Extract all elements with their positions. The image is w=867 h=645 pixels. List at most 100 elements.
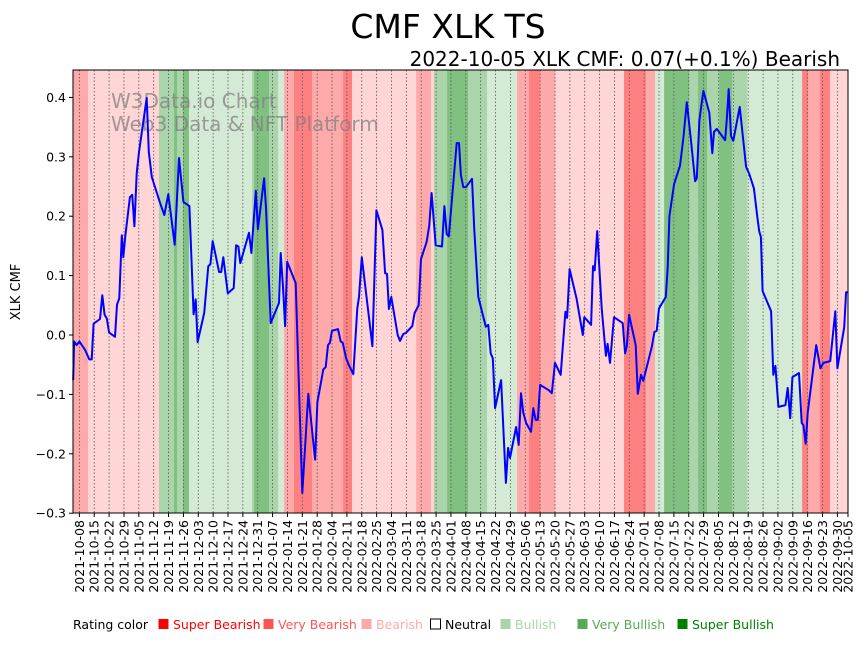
x-tick-label: 2022-04-22	[488, 520, 503, 593]
rating-band	[312, 70, 344, 513]
x-tick-label: 2022-01-14	[280, 520, 295, 593]
rating-band	[416, 70, 432, 513]
x-tick-label: 2021-10-22	[102, 520, 117, 593]
legend-label: Very Bearish	[278, 617, 357, 632]
rating-band	[73, 70, 89, 513]
x-tick-label: 2022-08-05	[711, 520, 726, 593]
x-tick-label: 2022-08-12	[726, 520, 741, 593]
watermark-line-2: Web3 Data & NFT Platform	[111, 112, 379, 136]
legend-label: Bullish	[515, 617, 556, 632]
plot-frame	[72, 69, 849, 514]
x-tick-label: 2022-09-02	[770, 520, 785, 593]
x-tick-label: 2021-11-19	[161, 520, 176, 593]
x-tick-label: 2021-12-10	[206, 520, 221, 593]
rating-band	[177, 70, 184, 513]
x-tick-label: 2022-04-29	[503, 520, 518, 593]
rating-band	[516, 70, 530, 513]
legend-swatch	[361, 619, 372, 629]
x-tick-label: 2022-09-09	[785, 520, 800, 593]
legend-swatch	[500, 619, 511, 629]
legend-label: Super Bullish	[692, 617, 774, 632]
rating-band	[268, 70, 279, 513]
x-tick-label: 2022-05-20	[547, 520, 562, 593]
x-tick-label: 2022-02-04	[325, 520, 340, 593]
x-tick-label: 2022-01-07	[265, 520, 280, 593]
rating-band	[623, 70, 647, 513]
y-tick-label: −0.3	[36, 506, 66, 521]
rating-band	[352, 70, 417, 513]
legend-swatch	[263, 619, 274, 629]
y-axis-label: XLK CMF	[9, 264, 24, 321]
x-tick-label: 2022-03-11	[399, 520, 414, 593]
x-tick-label: 2022-09-16	[800, 520, 815, 593]
x-tick-label: 2022-08-19	[741, 520, 756, 593]
y-tick-label: −0.1	[36, 387, 66, 402]
x-tick-label: 2021-12-31	[250, 520, 265, 593]
x-tick-label: 2022-02-18	[354, 520, 369, 593]
x-tick-label: 2022-07-08	[652, 520, 667, 593]
x-tick-label: 2022-07-22	[681, 520, 696, 593]
rating-band	[829, 70, 849, 513]
x-tick-label: 2021-12-17	[221, 520, 236, 593]
rating-band	[284, 70, 295, 513]
x-tick-label: 2021-11-26	[176, 520, 191, 593]
legend-swatch	[577, 619, 588, 629]
rating-band	[174, 70, 178, 513]
x-tick-label: 2021-11-05	[131, 520, 146, 593]
x-tick-label: 2022-04-15	[473, 520, 488, 593]
rating-band	[819, 70, 831, 513]
x-tick-label: 2021-12-03	[191, 520, 206, 593]
x-tick-label: 2021-10-15	[87, 520, 102, 593]
rating-band	[447, 70, 469, 513]
rating-band	[540, 70, 556, 513]
rating-band	[487, 70, 518, 513]
rating-band	[747, 70, 803, 513]
x-tick-label: 2022-07-15	[666, 520, 681, 593]
rating-band	[182, 70, 190, 513]
rating-band	[698, 70, 708, 513]
rating-band	[254, 70, 270, 513]
rating-band	[732, 70, 748, 513]
rating-band	[664, 70, 690, 513]
rating-band	[188, 70, 253, 513]
legend-label: Very Bullish	[592, 617, 665, 632]
x-tick-label: 2022-04-08	[458, 520, 473, 593]
rating-band	[251, 70, 255, 513]
x-tick-label: 2022-05-06	[518, 520, 533, 593]
x-tick-label: 2022-10-05	[841, 520, 856, 593]
rating-band	[554, 70, 625, 513]
legend-swatch	[158, 619, 169, 629]
legend-label: Super Bearish	[173, 617, 261, 632]
y-tick-label: 0.0	[46, 328, 66, 343]
x-tick-label: 2022-09-30	[830, 520, 845, 593]
y-tick-label: 0.4	[46, 90, 66, 105]
legend-label: Bearish	[376, 617, 423, 632]
x-tick-label: 2022-06-24	[622, 520, 637, 593]
x-tick-label: 2022-06-10	[592, 520, 607, 593]
cmf-series	[72, 88, 848, 494]
y-tick-label: −0.2	[36, 446, 66, 461]
rating-band	[802, 70, 809, 513]
watermark-line-1: W3Data.io Chart	[111, 89, 277, 113]
x-tick-label: 2022-09-23	[815, 520, 830, 593]
chart-title: CMF XLK TS	[350, 7, 545, 46]
rating-band	[689, 70, 699, 513]
legend-label: Neutral	[445, 617, 491, 632]
x-axis: 2021-10-08 2021-10-15 2021-10-22 2021-10-29…	[72, 513, 856, 593]
legend-title: Rating color	[73, 617, 149, 632]
x-tick-label: 2022-03-25	[429, 520, 444, 593]
legend-swatch	[677, 619, 688, 629]
rating-band	[719, 70, 733, 513]
rating-band	[433, 70, 448, 513]
y-tick-label: 0.2	[46, 209, 66, 224]
y-tick-label: 0.3	[46, 149, 66, 164]
x-tick-label: 2022-03-04	[384, 520, 399, 593]
y-axis: 0.4 0.3 0.2 0.1 0.0 −0.1 −0.2 −0.3	[36, 90, 73, 521]
x-tick-label: 2022-02-25	[369, 520, 384, 593]
x-tick-label: 2022-01-28	[310, 520, 325, 593]
x-tick-label: 2022-05-27	[562, 520, 577, 593]
rating-band	[158, 70, 175, 513]
rating-band	[278, 70, 285, 513]
rating-band	[430, 70, 435, 513]
